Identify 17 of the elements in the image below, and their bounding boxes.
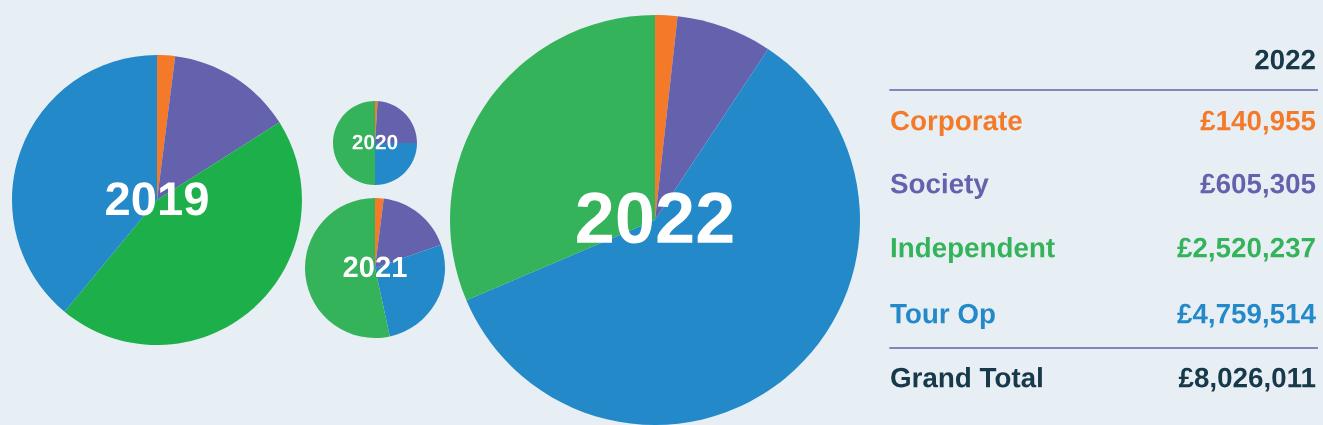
text: 2019 [106, 182, 208, 216]
text: 2022 [577, 192, 733, 244]
text: £605,305 [1200, 173, 1316, 198]
text: £2,520,237 [1177, 237, 1315, 262]
category-label: Corporate [891, 110, 1022, 136]
text: 2021 [343, 256, 407, 278]
category-label: Tour Op [890, 303, 995, 329]
pie-slice [466, 49, 860, 425]
text: 2020 [352, 134, 398, 150]
text: £4,759,514 [1177, 303, 1316, 328]
text: £8,026,011 [1178, 367, 1316, 392]
text: £140,955 [1200, 110, 1316, 135]
category-label: Grand Total [891, 367, 1042, 388]
category-label: Independent [891, 237, 1055, 263]
category-label: Society [890, 173, 989, 199]
text: 2022 [1255, 49, 1315, 70]
pie-slice [64, 122, 302, 345]
